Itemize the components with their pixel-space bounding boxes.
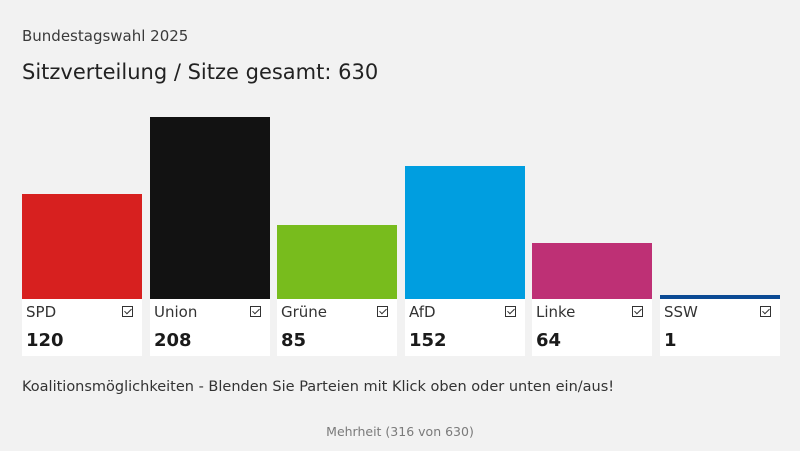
party-toggle-checkbox[interactable] xyxy=(250,306,261,317)
bar-grüne[interactable] xyxy=(277,225,397,299)
party-toggle-checkbox[interactable] xyxy=(377,306,388,317)
party-seat-count: 85 xyxy=(281,330,307,351)
bar-union[interactable] xyxy=(150,117,270,299)
coalition-hint: Koalitionsmöglichkeiten - Blenden Sie Pa… xyxy=(22,379,615,395)
party-toggle-checkbox[interactable] xyxy=(505,306,516,317)
party-label: Grüne xyxy=(281,303,328,321)
party-seat-count: 152 xyxy=(409,330,447,351)
chart-title: Sitzverteilung / Sitze gesamt: 630 xyxy=(22,60,379,84)
bar-afd[interactable] xyxy=(405,166,525,299)
party-label: SPD xyxy=(26,303,57,321)
party-toggle-checkbox[interactable] xyxy=(122,306,133,317)
chart-kicker: Bundestagswahl 2025 xyxy=(22,27,189,45)
party-card-linke[interactable]: Linke 64 xyxy=(532,299,652,356)
party-seat-count: 208 xyxy=(154,330,192,351)
bar-spd[interactable] xyxy=(22,194,142,299)
party-toggle-checkbox[interactable] xyxy=(632,306,643,317)
party-seat-count: 120 xyxy=(26,330,64,351)
party-card-afd[interactable]: AfD 152 xyxy=(405,299,525,356)
party-seat-count: 1 xyxy=(664,330,677,351)
majority-label: Mehrheit (316 von 630) xyxy=(326,424,474,439)
bar-linke[interactable] xyxy=(532,243,652,299)
party-card-ssw[interactable]: SSW 1 xyxy=(660,299,780,356)
party-label: SSW xyxy=(664,303,698,321)
party-seat-count: 64 xyxy=(536,330,562,351)
party-card-union[interactable]: Union 208 xyxy=(150,299,270,356)
party-toggle-checkbox[interactable] xyxy=(760,306,771,317)
party-label: Linke xyxy=(536,303,576,321)
party-label: Union xyxy=(154,303,198,321)
party-card-spd[interactable]: SPD 120 xyxy=(22,299,142,356)
bar-ssw[interactable] xyxy=(660,295,780,299)
party-label: AfD xyxy=(409,303,436,321)
party-card-grüne[interactable]: Grüne 85 xyxy=(277,299,397,356)
